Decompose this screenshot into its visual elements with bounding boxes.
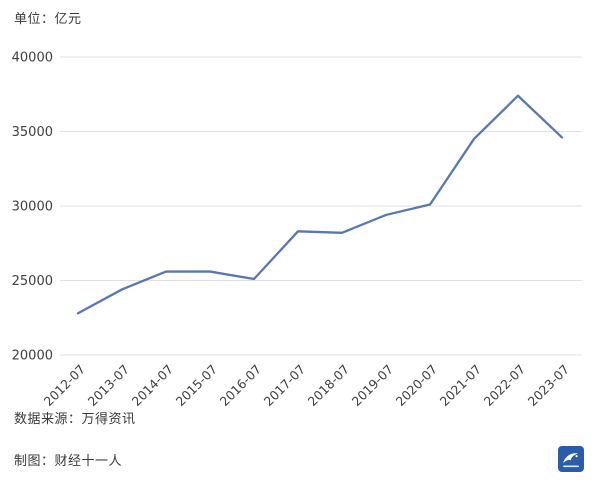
- line-chart: 20000250003000035000400002012-072013-072…: [12, 51, 582, 410]
- x-axis-tick-label: 2020-07: [393, 362, 441, 410]
- x-axis-tick-label: 2019-07: [349, 362, 397, 410]
- credit-label: 制图：财经十一人: [14, 453, 123, 469]
- x-axis-tick-label: 2017-07: [261, 362, 309, 410]
- x-axis-tick-label: 2014-07: [129, 362, 177, 410]
- x-axis-tick-label: 2021-07: [437, 362, 485, 410]
- x-axis-tick-label: 2018-07: [305, 362, 353, 410]
- footer: 制图：财经十一人: [14, 442, 584, 476]
- x-axis-tick-label: 2023-07: [525, 362, 573, 410]
- y-axis-tick-label: 25000: [12, 274, 53, 289]
- y-axis-tick-label: 40000: [12, 51, 53, 66]
- y-axis-tick-label: 30000: [12, 200, 53, 215]
- unit-label: 单位：亿元: [14, 12, 82, 27]
- caijing-eleven-logo: [558, 446, 584, 472]
- x-axis-tick-label: 2012-07: [41, 362, 89, 410]
- y-axis-tick-label: 35000: [12, 125, 53, 140]
- x-axis-tick-label: 2016-07: [217, 362, 265, 410]
- y-axis-tick-label: 20000: [12, 349, 53, 364]
- x-axis-tick-label: 2015-07: [173, 362, 221, 410]
- data-series-line: [76, 94, 564, 315]
- data-source-label: 数据来源：万得资讯: [14, 412, 136, 427]
- x-axis-tick-label: 2013-07: [85, 362, 133, 410]
- x-axis-tick-label: 2022-07: [481, 362, 529, 410]
